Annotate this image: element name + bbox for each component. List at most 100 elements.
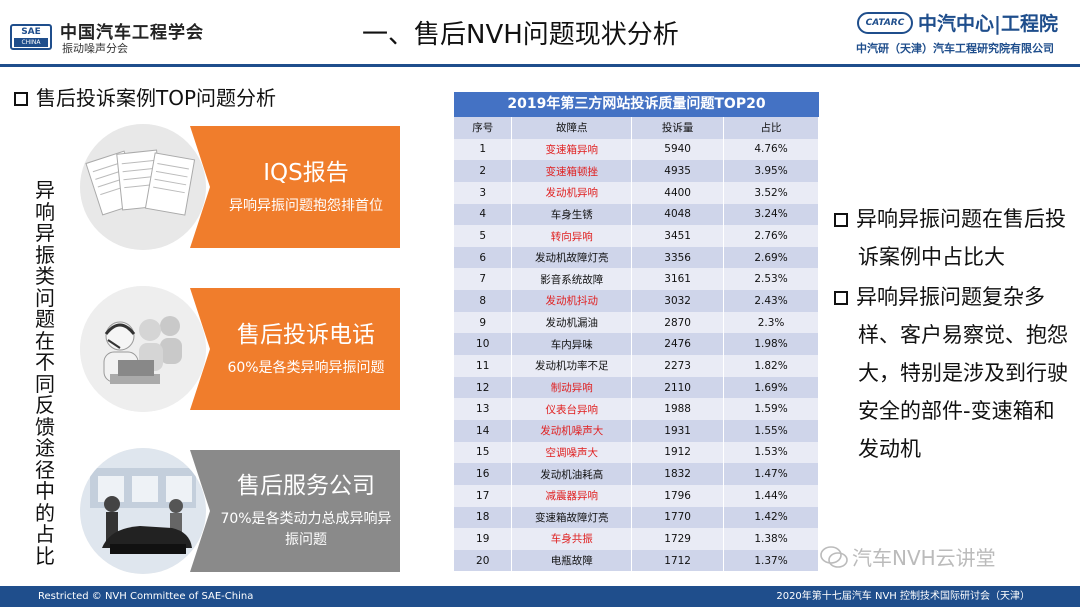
service-shop-icon [80, 448, 206, 574]
cell-rank: 14 [454, 419, 513, 442]
table-row: 9 发动机漏油 2870 2.3% [454, 311, 819, 334]
cell-rank: 15 [454, 441, 513, 464]
cell-share: 1.38% [723, 528, 819, 550]
cell-count: 1912 [631, 441, 725, 464]
table-body: 1 变速箱异响 5940 4.76% 2 变速箱顿挫 4935 3.95% 3 发动机异响 4400… [454, 138, 819, 572]
cell-share: 3.24% [723, 203, 819, 226]
cell-share: 2.69% [723, 246, 819, 269]
finding-item: 异响异振问题在售后投诉案例中占比大 [834, 200, 1074, 276]
watermark: 汽车NVH云讲堂 [852, 546, 996, 570]
cell-fault: 电瓶故障 [511, 549, 633, 572]
vertical-caption: 异响异振类问题在不同反馈途径中的占比 [35, 178, 55, 568]
cell-fault: 发动机异响 [511, 181, 633, 204]
case-text: 70%是各类动力总成异响异振问题 [220, 511, 392, 548]
table-header-row: 序号 故障点 投诉量 占比 [454, 117, 819, 139]
cell-fault: 发动机抖动 [511, 290, 633, 312]
cell-rank: 6 [454, 246, 513, 269]
cell-fault: 车身共振 [511, 528, 633, 550]
cell-share: 2.76% [723, 225, 819, 247]
call-center-icon [80, 286, 206, 412]
case-complaint-hotline: 售后投诉电话 60%是各类异响异振问题 [80, 286, 400, 412]
table-row: 20 电瓶故障 1712 1.37% [454, 549, 819, 572]
catarc-logo: CATARC [857, 12, 913, 34]
finding-text: 异响异振问题复杂多样、客户易察觉、抱怨大，特别是涉及到行驶安全的部件-变速箱和发… [856, 285, 1068, 461]
case-banner-iqs: IQS报告 异响异振问题抱怨排首位 [190, 126, 400, 248]
cell-share: 4.76% [723, 138, 819, 161]
cell-rank: 5 [454, 225, 513, 247]
slide-footer: Restricted © NVH Committee of SAE-China … [0, 586, 1080, 607]
cell-rank: 13 [454, 398, 513, 420]
catarc-subtitle: 中汽研（天津）汽车工程研究院有限公司 [856, 42, 1054, 55]
footer-copyright: Restricted © NVH Committee of SAE-China [38, 591, 254, 602]
cell-rank: 7 [454, 268, 513, 291]
cell-fault: 车内异味 [511, 333, 633, 356]
table-row: 18 变速箱故障灯亮 1770 1.42% [454, 506, 819, 529]
case-title: IQS报告 [263, 159, 349, 186]
case-iqs-report: IQS报告 异响异振问题抱怨排首位 [80, 124, 400, 250]
cell-fault: 减震器异响 [511, 484, 633, 507]
complaints-data-table: 序号 故障点 投诉量 占比 1 变速箱异响 5940 4.76% 2 变速箱顿挫 4935 3… [454, 117, 819, 572]
table-row: 7 影音系统故障 3161 2.53% [454, 268, 819, 291]
cell-rank: 20 [454, 549, 513, 572]
table-row: 14 发动机噪声大 1931 1.55% [454, 419, 819, 442]
sae-logo-top: SAE [21, 27, 41, 37]
cell-fault: 发动机功率不足 [511, 355, 633, 377]
sae-logo-bottom: CHINA [14, 38, 48, 47]
table-row: 3 发动机异响 4400 3.52% [454, 181, 819, 204]
cell-fault: 转向异响 [511, 225, 633, 247]
table-row: 16 发动机油耗高 1832 1.47% [454, 463, 819, 485]
finding-item: 异响异振问题复杂多样、客户易察觉、抱怨大，特别是涉及到行驶安全的部件-变速箱和发… [834, 278, 1074, 468]
cell-count: 1832 [631, 463, 725, 485]
cell-share: 1.53% [723, 441, 819, 464]
table-row: 12 制动异响 2110 1.69% [454, 376, 819, 399]
cell-share: 2.3% [723, 311, 819, 334]
checkbox-bullet-icon [14, 92, 28, 106]
case-text: 异响异振问题抱怨排首位 [229, 197, 383, 214]
cell-rank: 2 [454, 160, 513, 182]
slide-header: SAE CHINA 中国汽车工程学会 振动噪声分会 一、售后NVH问题现状分析 … [0, 0, 1080, 66]
cell-rank: 19 [454, 528, 513, 550]
table-row: 5 转向异响 3451 2.76% [454, 225, 819, 247]
cell-share: 1.82% [723, 355, 819, 377]
cell-share: 2.53% [723, 268, 819, 291]
cell-count: 2273 [631, 355, 725, 377]
cell-fault: 变速箱异响 [511, 138, 633, 161]
cell-rank: 18 [454, 506, 513, 529]
section-heading: 售后投诉案例TOP问题分析 [14, 82, 276, 111]
cell-rank: 8 [454, 290, 513, 312]
cell-rank: 17 [454, 484, 513, 507]
cell-rank: 9 [454, 311, 513, 334]
cell-fault: 车身生锈 [511, 203, 633, 226]
table-row: 19 车身共振 1729 1.38% [454, 528, 819, 550]
cell-fault: 影音系统故障 [511, 268, 633, 291]
wechat-icon [820, 546, 848, 568]
cell-share: 1.98% [723, 333, 819, 356]
case-banner-service: 售后服务公司 70%是各类动力总成异响异振问题 [190, 450, 400, 572]
table-row: 17 减震器异响 1796 1.44% [454, 484, 819, 507]
cell-count: 2870 [631, 311, 725, 334]
case-banner-hotline: 售后投诉电话 60%是各类异响异振问题 [190, 288, 400, 410]
case-title: 售后服务公司 [237, 473, 375, 499]
key-findings: 异响异振问题在售后投诉案例中占比大 异响异振问题复杂多样、客户易察觉、抱怨大，特… [834, 200, 1074, 470]
cell-share: 1.44% [723, 484, 819, 507]
org-subtitle: 振动噪声分会 [62, 42, 128, 55]
cell-count: 3032 [631, 290, 725, 312]
table-title: 2019年第三方网站投诉质量问题TOP20 [454, 92, 819, 117]
table-row: 13 仪表台异响 1988 1.59% [454, 398, 819, 420]
footer-event: 2020年第十七届汽车 NVH 控制技术国际研讨会（天津） [776, 591, 1030, 602]
cell-rank: 10 [454, 333, 513, 356]
cell-rank: 12 [454, 376, 513, 399]
cell-share: 1.37% [723, 549, 819, 572]
org-name: 中国汽车工程学会 [60, 23, 204, 43]
cell-fault: 变速箱故障灯亮 [511, 506, 633, 529]
cell-share: 2.43% [723, 290, 819, 312]
table-row: 8 发动机抖动 3032 2.43% [454, 290, 819, 312]
cell-count: 1988 [631, 398, 725, 420]
section-heading-text: 售后投诉案例TOP问题分析 [36, 86, 277, 110]
cell-fault: 变速箱顿挫 [511, 160, 633, 182]
cell-rank: 11 [454, 355, 513, 377]
cell-fault: 仪表台异响 [511, 398, 633, 420]
cell-count: 3356 [631, 246, 725, 269]
sae-china-logo: SAE CHINA [10, 24, 52, 50]
cell-count: 4400 [631, 181, 725, 204]
